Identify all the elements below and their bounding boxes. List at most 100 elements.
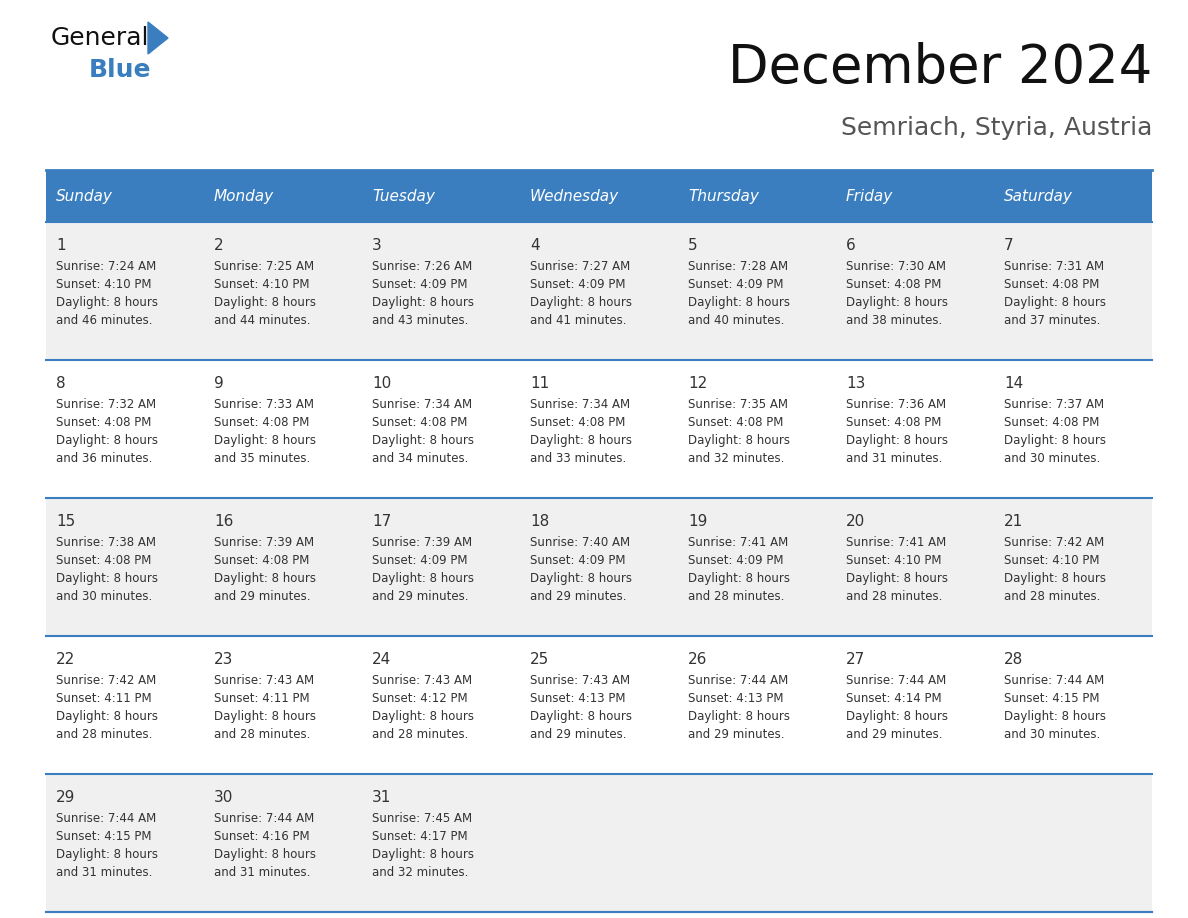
Text: December 2024: December 2024 — [728, 42, 1152, 94]
Text: 4: 4 — [530, 238, 539, 253]
Text: and 29 minutes.: and 29 minutes. — [846, 728, 942, 741]
Text: Daylight: 8 hours: Daylight: 8 hours — [214, 710, 316, 723]
Text: and 29 minutes.: and 29 minutes. — [372, 590, 468, 603]
Text: and 34 minutes.: and 34 minutes. — [372, 452, 468, 465]
Text: Daylight: 8 hours: Daylight: 8 hours — [56, 848, 158, 861]
Text: and 43 minutes.: and 43 minutes. — [372, 314, 468, 327]
Text: and 29 minutes.: and 29 minutes. — [214, 590, 310, 603]
Text: Sunset: 4:14 PM: Sunset: 4:14 PM — [846, 692, 942, 705]
Text: Daylight: 8 hours: Daylight: 8 hours — [846, 710, 948, 723]
Text: Sunset: 4:08 PM: Sunset: 4:08 PM — [214, 554, 309, 567]
Text: Sunrise: 7:44 AM: Sunrise: 7:44 AM — [688, 674, 789, 687]
Text: Daylight: 8 hours: Daylight: 8 hours — [372, 710, 474, 723]
Text: and 46 minutes.: and 46 minutes. — [56, 314, 152, 327]
Text: 3: 3 — [372, 238, 381, 253]
Text: Sunrise: 7:32 AM: Sunrise: 7:32 AM — [56, 398, 156, 411]
Text: and 32 minutes.: and 32 minutes. — [372, 866, 468, 879]
Text: and 28 minutes.: and 28 minutes. — [688, 590, 784, 603]
Text: Daylight: 8 hours: Daylight: 8 hours — [214, 434, 316, 447]
Text: 20: 20 — [846, 514, 865, 529]
Text: Sunrise: 7:31 AM: Sunrise: 7:31 AM — [1004, 260, 1104, 273]
Text: Sunrise: 7:36 AM: Sunrise: 7:36 AM — [846, 398, 946, 411]
Text: Sunset: 4:08 PM: Sunset: 4:08 PM — [846, 278, 941, 291]
Text: 1: 1 — [56, 238, 65, 253]
Bar — [46, 170, 1152, 222]
Text: Sunrise: 7:43 AM: Sunrise: 7:43 AM — [372, 674, 472, 687]
Text: Sunrise: 7:41 AM: Sunrise: 7:41 AM — [688, 536, 789, 549]
Text: Friday: Friday — [846, 188, 893, 204]
Text: Saturday: Saturday — [1004, 188, 1073, 204]
Text: Sunrise: 7:37 AM: Sunrise: 7:37 AM — [1004, 398, 1104, 411]
Text: 29: 29 — [56, 790, 75, 805]
Text: Sunrise: 7:30 AM: Sunrise: 7:30 AM — [846, 260, 946, 273]
Text: Sunrise: 7:44 AM: Sunrise: 7:44 AM — [214, 812, 315, 825]
Text: and 36 minutes.: and 36 minutes. — [56, 452, 152, 465]
Text: Sunset: 4:11 PM: Sunset: 4:11 PM — [56, 692, 152, 705]
Text: and 31 minutes.: and 31 minutes. — [56, 866, 152, 879]
Text: 15: 15 — [56, 514, 75, 529]
Text: 13: 13 — [846, 376, 865, 391]
Text: Blue: Blue — [89, 58, 152, 82]
Text: Daylight: 8 hours: Daylight: 8 hours — [688, 572, 790, 585]
Text: and 29 minutes.: and 29 minutes. — [688, 728, 784, 741]
Text: and 28 minutes.: and 28 minutes. — [56, 728, 152, 741]
Text: and 32 minutes.: and 32 minutes. — [688, 452, 784, 465]
Text: 6: 6 — [846, 238, 855, 253]
Text: Sunrise: 7:24 AM: Sunrise: 7:24 AM — [56, 260, 157, 273]
Text: Daylight: 8 hours: Daylight: 8 hours — [56, 572, 158, 585]
Text: 10: 10 — [372, 376, 391, 391]
Text: Daylight: 8 hours: Daylight: 8 hours — [372, 572, 474, 585]
Text: Sunset: 4:09 PM: Sunset: 4:09 PM — [530, 278, 626, 291]
Bar — [46, 636, 1152, 774]
Text: Sunset: 4:09 PM: Sunset: 4:09 PM — [372, 278, 468, 291]
Text: and 28 minutes.: and 28 minutes. — [846, 590, 942, 603]
Text: Sunrise: 7:44 AM: Sunrise: 7:44 AM — [846, 674, 947, 687]
Text: 18: 18 — [530, 514, 549, 529]
Polygon shape — [148, 22, 168, 54]
Text: Sunset: 4:13 PM: Sunset: 4:13 PM — [530, 692, 626, 705]
Text: 17: 17 — [372, 514, 391, 529]
Bar — [46, 498, 1152, 636]
Text: 26: 26 — [688, 652, 707, 667]
Text: 7: 7 — [1004, 238, 1013, 253]
Text: 23: 23 — [214, 652, 233, 667]
Text: 28: 28 — [1004, 652, 1023, 667]
Text: and 31 minutes.: and 31 minutes. — [846, 452, 942, 465]
Text: and 38 minutes.: and 38 minutes. — [846, 314, 942, 327]
Text: Daylight: 8 hours: Daylight: 8 hours — [1004, 572, 1106, 585]
Text: Daylight: 8 hours: Daylight: 8 hours — [846, 296, 948, 309]
Text: Daylight: 8 hours: Daylight: 8 hours — [372, 848, 474, 861]
Text: Daylight: 8 hours: Daylight: 8 hours — [846, 434, 948, 447]
Text: and 41 minutes.: and 41 minutes. — [530, 314, 626, 327]
Text: Thursday: Thursday — [688, 188, 759, 204]
Text: Sunset: 4:15 PM: Sunset: 4:15 PM — [56, 830, 152, 843]
Text: Sunset: 4:09 PM: Sunset: 4:09 PM — [530, 554, 626, 567]
Text: Sunset: 4:08 PM: Sunset: 4:08 PM — [372, 416, 467, 429]
Text: Sunrise: 7:40 AM: Sunrise: 7:40 AM — [530, 536, 630, 549]
Text: Sunrise: 7:42 AM: Sunrise: 7:42 AM — [56, 674, 157, 687]
Text: Sunset: 4:08 PM: Sunset: 4:08 PM — [1004, 278, 1099, 291]
Text: 14: 14 — [1004, 376, 1023, 391]
Text: 31: 31 — [372, 790, 391, 805]
Text: Daylight: 8 hours: Daylight: 8 hours — [1004, 710, 1106, 723]
Text: Sunrise: 7:43 AM: Sunrise: 7:43 AM — [530, 674, 630, 687]
Text: and 29 minutes.: and 29 minutes. — [530, 590, 626, 603]
Text: Sunrise: 7:45 AM: Sunrise: 7:45 AM — [372, 812, 472, 825]
Text: Sunset: 4:10 PM: Sunset: 4:10 PM — [56, 278, 152, 291]
Text: Sunrise: 7:33 AM: Sunrise: 7:33 AM — [214, 398, 314, 411]
Text: Daylight: 8 hours: Daylight: 8 hours — [1004, 434, 1106, 447]
Text: Sunset: 4:08 PM: Sunset: 4:08 PM — [1004, 416, 1099, 429]
Text: Daylight: 8 hours: Daylight: 8 hours — [56, 710, 158, 723]
Text: Sunrise: 7:39 AM: Sunrise: 7:39 AM — [214, 536, 314, 549]
Text: Daylight: 8 hours: Daylight: 8 hours — [1004, 296, 1106, 309]
Text: Sunset: 4:08 PM: Sunset: 4:08 PM — [688, 416, 783, 429]
Text: and 28 minutes.: and 28 minutes. — [1004, 590, 1100, 603]
Text: Sunday: Sunday — [56, 188, 113, 204]
Text: 8: 8 — [56, 376, 65, 391]
Text: and 31 minutes.: and 31 minutes. — [214, 866, 310, 879]
Text: 25: 25 — [530, 652, 549, 667]
Text: and 44 minutes.: and 44 minutes. — [214, 314, 310, 327]
Text: Sunrise: 7:26 AM: Sunrise: 7:26 AM — [372, 260, 473, 273]
Text: Sunset: 4:09 PM: Sunset: 4:09 PM — [688, 278, 784, 291]
Text: Sunset: 4:13 PM: Sunset: 4:13 PM — [688, 692, 784, 705]
